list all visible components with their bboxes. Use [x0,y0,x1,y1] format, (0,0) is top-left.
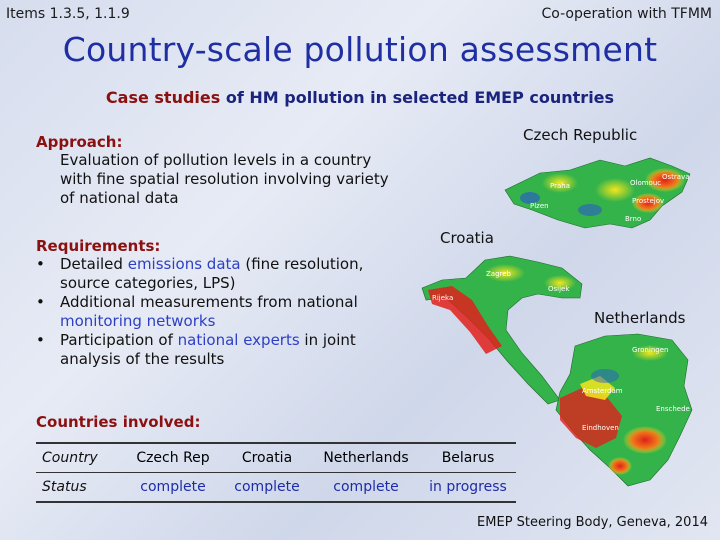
table-header-status: Status [36,472,124,503]
requirements-heading: Requirements: [36,237,161,255]
netherlands-map-label: Netherlands [594,309,686,327]
table-row: Status complete complete complete in pro… [36,472,516,503]
items-header: Items 1.3.5, 1.1.9 [6,6,130,22]
approach-section: Approach: Evaluation of pollution levels… [36,133,416,208]
city-amsterdam: Amsterdam [582,387,623,395]
table-cell: Croatia [222,442,312,473]
subtitle: Case studies of HM pollution in selected… [0,88,720,107]
city-olomouc: Olomouc [630,179,661,187]
cooperation-header: Co-operation with TFMM [541,6,713,22]
approach-text: Evaluation of pollution levels in a coun… [60,151,389,207]
table-header-country: Country [36,442,124,473]
page-title: Country-scale pollution assessment [62,30,658,69]
requirements-section: Requirements: Detailed emissions data (f… [36,237,391,369]
czech-map: Praha Olomouc Ostrava Prostejov Plzen Br… [504,157,691,229]
subtitle-case-studies: Case studies [105,88,221,107]
country-maps: Praha Olomouc Ostrava Prostejov Plzen Br… [421,157,693,487]
city-groningen: Groningen [632,346,668,354]
netherlands-map: Groningen Enschede Eindhoven Amsterdam [555,333,693,487]
city-ostrava: Ostrava [662,173,690,181]
table-cell: complete [222,472,312,503]
footer-text: EMEP Steering Body, Geneva, 2014 [477,515,708,530]
city-osijek: Osijek [548,285,570,293]
table-cell: complete [312,472,420,503]
table-cell: Belarus [420,442,516,473]
city-enschede: Enschede [656,405,690,413]
countries-heading: Countries involved: [36,413,201,431]
subtitle-rest: of HM pollution in selected EMEP countri… [225,88,615,107]
city-prostejov: Prostejov [632,197,664,205]
table-cell: complete [124,472,222,503]
table-row: Country Czech Rep Croatia Netherlands Be… [36,442,516,473]
czech-map-label: Czech Republic [523,126,638,144]
city-rijeka: Rijeka [432,294,453,302]
countries-table: Country Czech Rep Croatia Netherlands Be… [36,442,516,503]
approach-heading: Approach: [36,133,123,151]
table-cell: Netherlands [312,442,420,473]
city-plzen: Plzen [530,202,549,210]
table-cell: Czech Rep [124,442,222,473]
requirement-item-emissions: Detailed emissions data (fine resolution… [36,255,391,293]
requirement-item-experts: Participation of national experts in joi… [36,331,391,369]
city-eindhoven: Eindhoven [582,424,619,432]
requirement-item-monitoring: Additional measurements from national mo… [36,293,391,331]
city-brno: Brno [625,215,641,223]
croatia-map-label: Croatia [440,229,494,247]
city-praha: Praha [550,182,570,190]
table-cell: in progress [420,472,516,503]
croatia-map: Zagreb Osijek Rijeka [421,255,583,405]
city-zagreb: Zagreb [486,270,512,278]
